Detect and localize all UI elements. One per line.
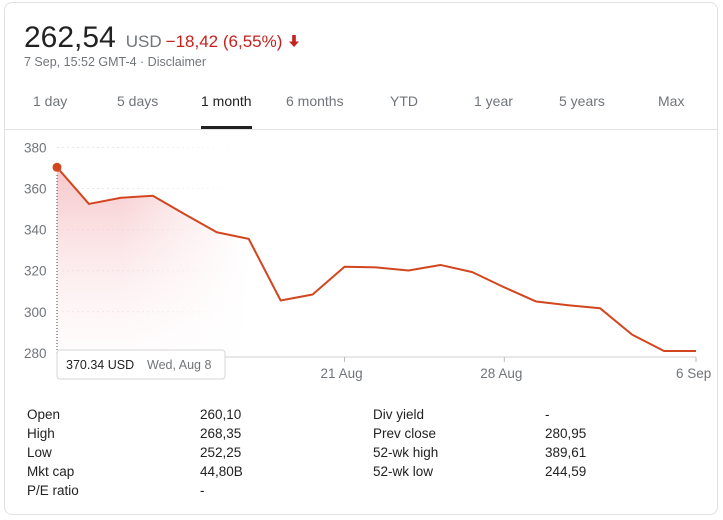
tab-label: 1 year bbox=[474, 93, 513, 109]
stat-label-prev-close: Prev close bbox=[373, 426, 437, 441]
stat-label-div-yield: Div yield bbox=[373, 407, 425, 422]
area-fade-mask bbox=[248, 131, 716, 358]
tab-label: Max bbox=[658, 93, 685, 109]
tab-max[interactable]: Max bbox=[658, 93, 684, 127]
currency-label: USD bbox=[125, 32, 162, 51]
y-tick-label: 340 bbox=[24, 223, 47, 238]
x-tick-label: 6 Sep bbox=[676, 366, 711, 381]
tab-label: 1 day bbox=[33, 93, 68, 109]
stat-value-open: 260,10 bbox=[200, 407, 242, 422]
tab-1-year[interactable]: 1 year bbox=[474, 93, 513, 127]
stat-value-52wk-low: 244,59 bbox=[545, 464, 587, 479]
hover-point bbox=[52, 162, 62, 172]
tab-ytd[interactable]: YTD bbox=[390, 93, 418, 127]
stat-label-low: Low bbox=[27, 445, 52, 460]
current-price: 262,54 bbox=[24, 21, 116, 54]
stat-value-pe-ratio: - bbox=[200, 483, 205, 498]
stat-value-high: 268,35 bbox=[200, 426, 242, 441]
stat-value-prev-close: 280,95 bbox=[545, 426, 587, 441]
x-tick-label: 28 Aug bbox=[480, 366, 522, 381]
tooltip-value: 370.34 USD bbox=[66, 358, 134, 372]
stat-value-low: 252,25 bbox=[200, 445, 242, 460]
tooltip-date: Wed, Aug 8 bbox=[147, 358, 211, 372]
stat-label-mkt-cap: Mkt cap bbox=[27, 464, 75, 479]
y-tick-label: 280 bbox=[24, 346, 47, 361]
stat-value-52wk-high: 389,61 bbox=[545, 445, 587, 460]
hover-tooltip: 370.34 USD Wed, Aug 8 bbox=[56, 349, 226, 380]
tab-5-years[interactable]: 5 years bbox=[559, 93, 605, 127]
tab-label: 6 months bbox=[286, 93, 344, 109]
price-line bbox=[56, 166, 696, 353]
stat-value-div-yield: - bbox=[545, 407, 550, 422]
stat-label-high: High bbox=[27, 426, 55, 441]
y-tick-label: 360 bbox=[24, 182, 47, 197]
tab-label: 5 days bbox=[117, 93, 159, 109]
stat-value-mkt-cap: 44,80B bbox=[200, 464, 243, 479]
stat-label-52wk-high: 52-wk high bbox=[373, 445, 439, 460]
active-tab-indicator bbox=[201, 126, 252, 129]
area-fade-gradient bbox=[120, 131, 250, 358]
tooltip-box bbox=[56, 349, 226, 380]
stat-label-52wk-low: 52-wk low bbox=[373, 464, 434, 479]
timestamp-disclaimer: 7 Sep, 15:52 GMT-4 · Disclaimer bbox=[24, 55, 207, 69]
tab-label: YTD bbox=[390, 93, 418, 109]
stat-label-pe-ratio: P/E ratio bbox=[27, 483, 79, 498]
tab-1-day[interactable]: 1 day bbox=[33, 93, 67, 127]
stock-card: 262,54 USD −18,42 (6,55%) 7 Sep, 15:52 G… bbox=[4, 2, 718, 515]
x-tick-label: 21 Aug bbox=[321, 366, 363, 381]
down-arrow-icon bbox=[289, 35, 300, 47]
price-row: 262,54 USD −18,42 (6,55%) bbox=[24, 21, 300, 55]
range-tabs: 1 day 5 days 1 month 6 months YTD 1 year… bbox=[5, 87, 717, 130]
y-tick-label: 380 bbox=[24, 140, 47, 155]
tab-6-months[interactable]: 6 months bbox=[286, 93, 344, 127]
tab-5-days[interactable]: 5 days bbox=[117, 93, 158, 127]
y-tick-label: 300 bbox=[24, 305, 47, 320]
tab-1-month[interactable]: 1 month bbox=[201, 93, 252, 129]
price-change: −18,42 (6,55%) bbox=[165, 32, 283, 51]
tab-label: 5 years bbox=[559, 93, 605, 109]
tab-label: 1 month bbox=[201, 93, 252, 109]
price-chart[interactable]: 380 360 340 320 300 280 21 Aug 28 Aug 6 Sep 370.3… bbox=[5, 131, 717, 391]
y-tick-label: 320 bbox=[24, 264, 47, 279]
stat-label-open: Open bbox=[27, 407, 61, 422]
